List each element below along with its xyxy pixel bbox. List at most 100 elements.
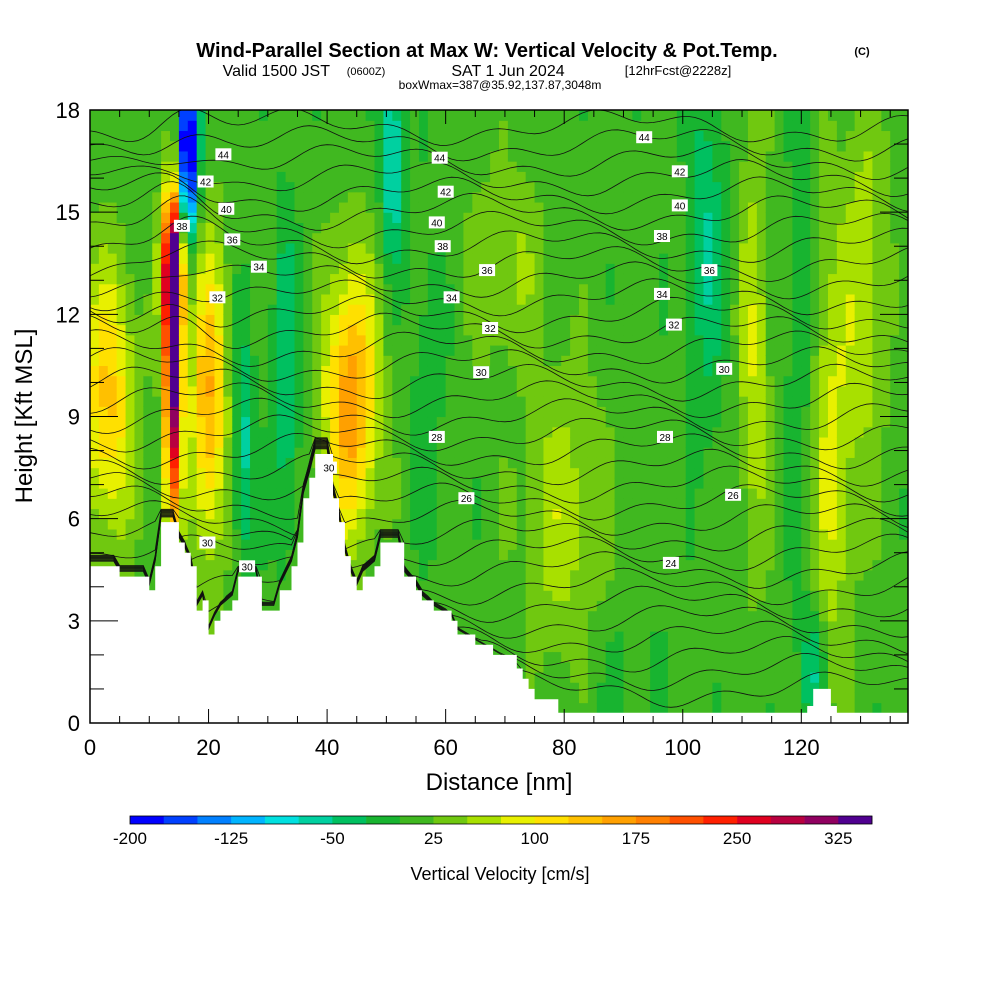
heatmap-cell [623, 130, 633, 142]
heatmap-cell [356, 293, 367, 305]
heatmap-cell [534, 314, 545, 326]
heatmap-cell [356, 467, 367, 479]
heatmap-cell [294, 334, 304, 346]
heatmap-cell [747, 253, 758, 264]
heatmap-cell [552, 273, 562, 285]
heatmap-cell [570, 426, 580, 438]
heatmap-cell [427, 539, 438, 550]
heatmap-cell [605, 161, 616, 172]
heatmap-cell [747, 590, 758, 601]
heatmap-cell [418, 181, 429, 193]
heatmap-cell [463, 212, 473, 223]
heatmap-cell [410, 528, 420, 540]
heatmap-cell [694, 661, 705, 673]
heatmap-cell [703, 416, 713, 428]
heatmap-cell [721, 549, 731, 561]
heatmap-cell [463, 406, 473, 418]
heatmap-cell [454, 283, 465, 295]
heatmap-cell [623, 569, 633, 581]
heatmap-cell [152, 375, 162, 387]
heatmap-cell [596, 477, 607, 489]
heatmap-cell [552, 549, 562, 561]
heatmap-cell [712, 222, 722, 234]
heatmap-cell [312, 396, 322, 407]
heatmap-cell [134, 344, 144, 356]
heatmap-cell [490, 375, 500, 387]
heatmap-cell [676, 671, 687, 683]
heatmap-cell [365, 488, 376, 499]
heatmap-cell [267, 304, 278, 315]
heatmap-cell [232, 140, 242, 152]
heatmap-cell [214, 283, 224, 295]
heatmap-cell [587, 651, 598, 663]
heatmap-cell [241, 232, 251, 244]
heatmap-cell [765, 631, 776, 642]
heatmap-cell [765, 539, 776, 550]
heatmap-cell [694, 488, 705, 499]
heatmap-cell [232, 120, 242, 132]
heatmap-cell [143, 385, 153, 397]
heatmap-cell [312, 110, 322, 121]
heatmap-cell [499, 314, 509, 326]
heatmap-cell [792, 559, 802, 571]
heatmap-cell [338, 436, 349, 448]
heatmap-cell [641, 344, 651, 356]
heatmap-cell [703, 334, 713, 346]
heatmap-cell [596, 671, 607, 683]
heatmap-cell [667, 253, 678, 264]
heatmap-cell [587, 549, 598, 561]
heatmap-cell [650, 355, 660, 367]
heatmap-cell [712, 120, 722, 132]
heatmap-cell [712, 191, 722, 203]
heatmap-cell [676, 549, 687, 561]
heatmap-cell [250, 528, 260, 540]
heatmap-cell [685, 120, 696, 132]
heatmap-cell [294, 324, 304, 336]
heatmap-cell [721, 314, 731, 326]
heatmap-cell [365, 385, 376, 397]
heatmap-cell [721, 324, 731, 336]
heatmap-cell [250, 385, 260, 397]
heatmap-cell [445, 406, 456, 418]
heatmap-cell [410, 334, 420, 346]
heatmap-cell [819, 569, 829, 581]
heatmap-cell [650, 569, 660, 581]
heatmap-cell [161, 385, 171, 397]
heatmap-cell [258, 344, 269, 356]
heatmap-cell [801, 273, 811, 285]
heatmap-cell [436, 416, 447, 428]
heatmap-cell [365, 447, 376, 458]
heatmap-cell [436, 549, 447, 561]
heatmap-cell [650, 406, 660, 418]
heatmap-cell [374, 518, 385, 530]
heatmap-cell [783, 549, 794, 561]
heatmap-cell [587, 263, 598, 275]
heatmap-cell [463, 150, 473, 162]
heatmap-cell [774, 661, 785, 673]
heatmap-cell [614, 263, 625, 275]
heatmap-cell [178, 477, 189, 489]
heatmap-cell [730, 304, 740, 315]
heatmap-cell [659, 477, 669, 489]
heatmap-cell [507, 549, 518, 561]
heatmap-cell [667, 365, 678, 377]
heatmap-cell [676, 242, 687, 254]
heatmap-cell [819, 273, 829, 285]
heatmap-cell [605, 457, 616, 469]
heatmap-cell [258, 334, 269, 346]
heatmap-cell [650, 600, 660, 612]
heatmap-cell [481, 130, 491, 142]
heatmap-cell [161, 263, 171, 275]
heatmap-cell [427, 140, 438, 152]
heatmap-cell [214, 334, 224, 346]
heatmap-cell [223, 396, 233, 407]
heatmap-cell [721, 600, 731, 612]
heatmap-cell [543, 191, 553, 203]
heatmap-cell [561, 569, 571, 581]
heatmap-cell [445, 559, 456, 571]
heatmap-cell [516, 140, 527, 152]
heatmap-cell [507, 365, 518, 377]
heatmap-cell [356, 436, 367, 448]
heatmap-cell [338, 191, 349, 203]
heatmap-cell [747, 324, 758, 336]
